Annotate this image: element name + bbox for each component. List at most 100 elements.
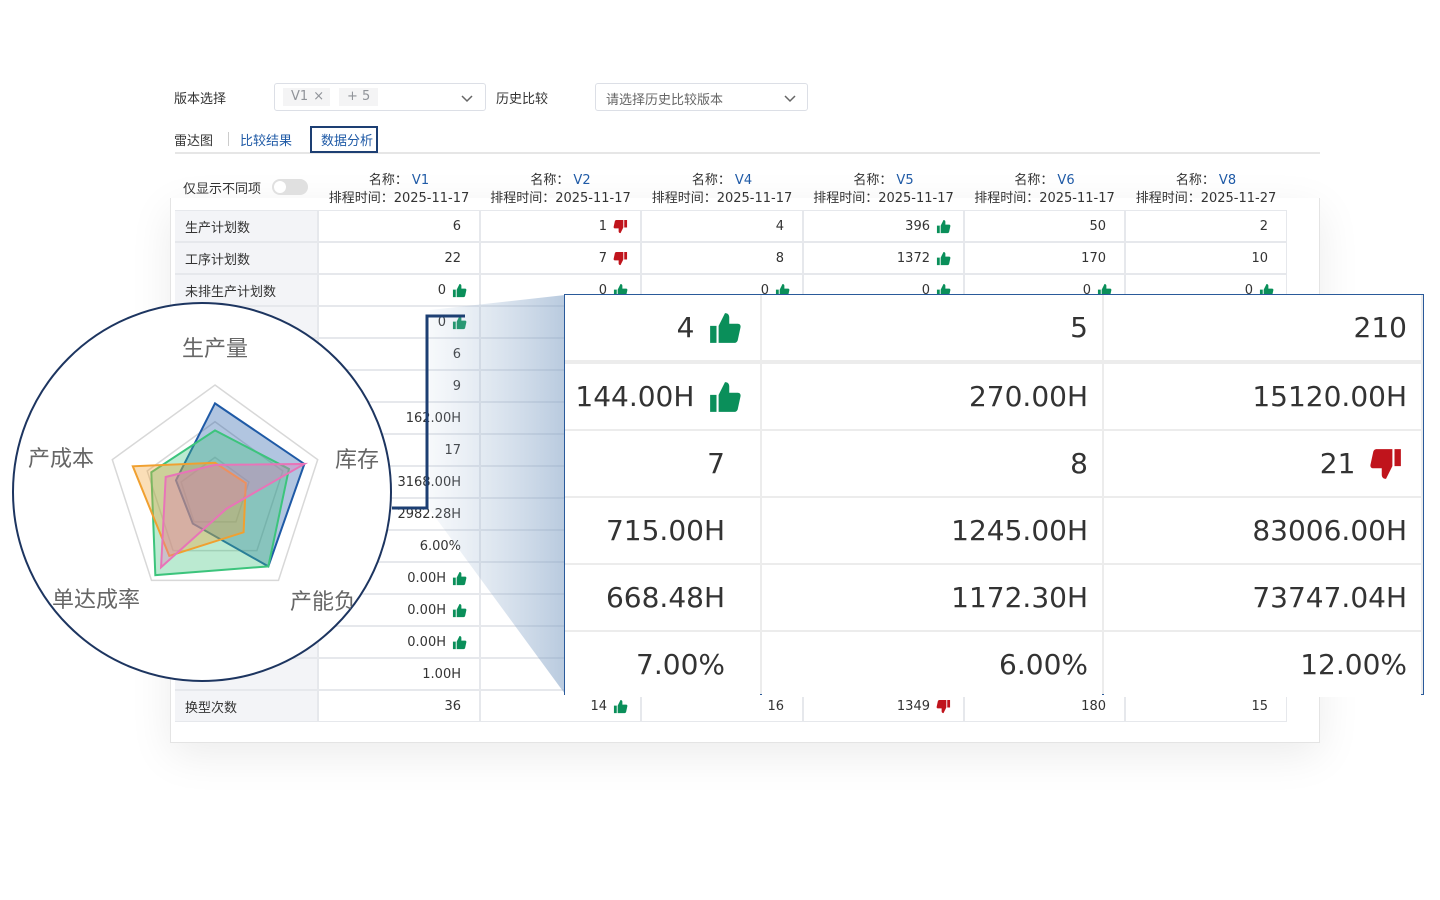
cell-value: 0.00H (407, 602, 446, 618)
row-label: 未排生产计划数 (175, 275, 317, 305)
cell-value: 14 (590, 698, 607, 714)
thumb-up (1259, 283, 1274, 297)
tab[interactable]: 比较结果 (240, 134, 293, 149)
cell-value: 7 (707, 447, 725, 480)
cell-value: 6.00% (419, 538, 461, 554)
radar-axis-label: 产能负 (290, 590, 356, 615)
tab[interactable]: 雷达图 (174, 134, 214, 149)
cell-value: 668.48H (605, 581, 725, 614)
placeholder: 请选择历史比较版本 (606, 93, 724, 108)
zoom-cell: 6.00% (762, 632, 1102, 697)
version-select[interactable]: V1 × + 5 (274, 83, 486, 111)
zoom-cell: 12.00% (1104, 632, 1421, 697)
cell-value: 170 (1081, 250, 1106, 266)
thumb-down (613, 219, 628, 233)
version-name: V4 (734, 173, 753, 188)
radar-ring (146, 420, 284, 552)
radar-ring (180, 456, 250, 523)
cell-value: 15120.00H (1252, 380, 1407, 413)
thumb-up (613, 283, 628, 297)
radar-axis-label: 库存 (335, 448, 379, 473)
cell-value: 12.00% (1300, 648, 1407, 681)
table-cell: 2 (1126, 211, 1286, 241)
time-label: 排程时间： (651, 191, 717, 206)
zoom-cell: 4 (565, 295, 760, 360)
cell-value: 10 (1251, 250, 1268, 266)
active-tab-frame (310, 126, 378, 153)
chevron (461, 95, 473, 103)
zoom-cell: 7.00% (565, 632, 760, 697)
cell-value: 144.00H (575, 380, 695, 413)
row-label-text: 未排生产计划数 (185, 284, 277, 300)
name-label: 名称： (1175, 173, 1215, 188)
zoom-cell: 73747.04H (1104, 565, 1421, 630)
zoom-cell: 15120.00H (1104, 364, 1421, 429)
thumb-up (936, 251, 951, 265)
zoom-cell: 270.00H (762, 364, 1102, 429)
radar-axis-label: 单达成率 (52, 588, 140, 613)
table-cell: 1 (481, 211, 640, 241)
toggle-knob (274, 181, 286, 193)
tab-underline (175, 152, 1320, 154)
history-select[interactable]: 请选择历史比较版本 (595, 83, 808, 111)
column-name: 名称： V6 (964, 169, 1125, 188)
name-label: 名称： (530, 173, 570, 188)
name-label: 名称： (368, 173, 408, 188)
cell-value: 22 (444, 250, 461, 266)
time-label: 排程时间： (1135, 191, 1201, 206)
column-time: 排程时间：2025-11-17 (803, 187, 964, 206)
table-cell: 396 (804, 211, 963, 241)
thumb-up (710, 312, 741, 343)
cell-value: 7 (598, 250, 607, 266)
version-name: V5 (896, 173, 914, 188)
zoom-cell: 83006.00H (1104, 498, 1421, 563)
thumb-down (613, 251, 628, 265)
zoom-cell: 210 (1104, 295, 1421, 360)
cell-value: 50 (1089, 218, 1106, 234)
thumb-up (452, 571, 467, 585)
column-time: 排程时间：2025-11-17 (318, 187, 480, 206)
radar-axis-label: 生产量 (182, 337, 248, 362)
column-time: 排程时间：2025-11-27 (1125, 187, 1287, 206)
cell-value: 1.00H (422, 666, 461, 682)
zoom-cell: 1245.00H (762, 498, 1102, 563)
time-label: 排程时间： (813, 191, 879, 206)
row-label-text: 生产计划数 (185, 220, 251, 236)
thumb-up (452, 283, 467, 297)
cell-value: 396 (905, 218, 930, 234)
thumb-up (1097, 283, 1112, 297)
zoom-cell: 7 (565, 431, 760, 496)
thumb-up (452, 635, 467, 649)
cell-value: 0 (921, 282, 930, 298)
thumb-up (613, 699, 628, 713)
thumb-up (452, 603, 467, 617)
time-label: 排程时间： (490, 191, 556, 206)
filter-label: 版本选择 (174, 92, 227, 107)
row-label-text: 换型次数 (185, 700, 238, 716)
tag: + 5 (339, 88, 379, 106)
tag: V1 × (283, 88, 331, 106)
zoom-cell: 668.48H (565, 565, 760, 630)
name-label: 名称： (1014, 173, 1054, 188)
cell-value: 1349 (896, 698, 930, 714)
cell-value: 1372 (896, 250, 930, 266)
cell-value: 4 (676, 311, 695, 344)
thumb-up (710, 381, 741, 412)
table-cell: 1372 (804, 243, 963, 273)
toggle[interactable] (272, 179, 308, 195)
cell-value: 15 (1251, 698, 1268, 714)
cell-value: 21 (1319, 447, 1356, 480)
tab[interactable]: 数据分析 (321, 134, 374, 149)
cell-value: 180 (1081, 698, 1106, 714)
thumb-down (936, 699, 951, 713)
table-cell: 36 (319, 691, 479, 721)
zoom-panel: 4 5 210 144.00H 270.00H 15120.00H 7 8 21 715.00H 1… (564, 294, 1424, 697)
radar-area (131, 461, 247, 558)
table-cell: 6 (319, 211, 479, 241)
tag-close[interactable]: × (313, 89, 325, 104)
chevron (784, 95, 796, 103)
cell-value: 5 (1070, 311, 1088, 344)
